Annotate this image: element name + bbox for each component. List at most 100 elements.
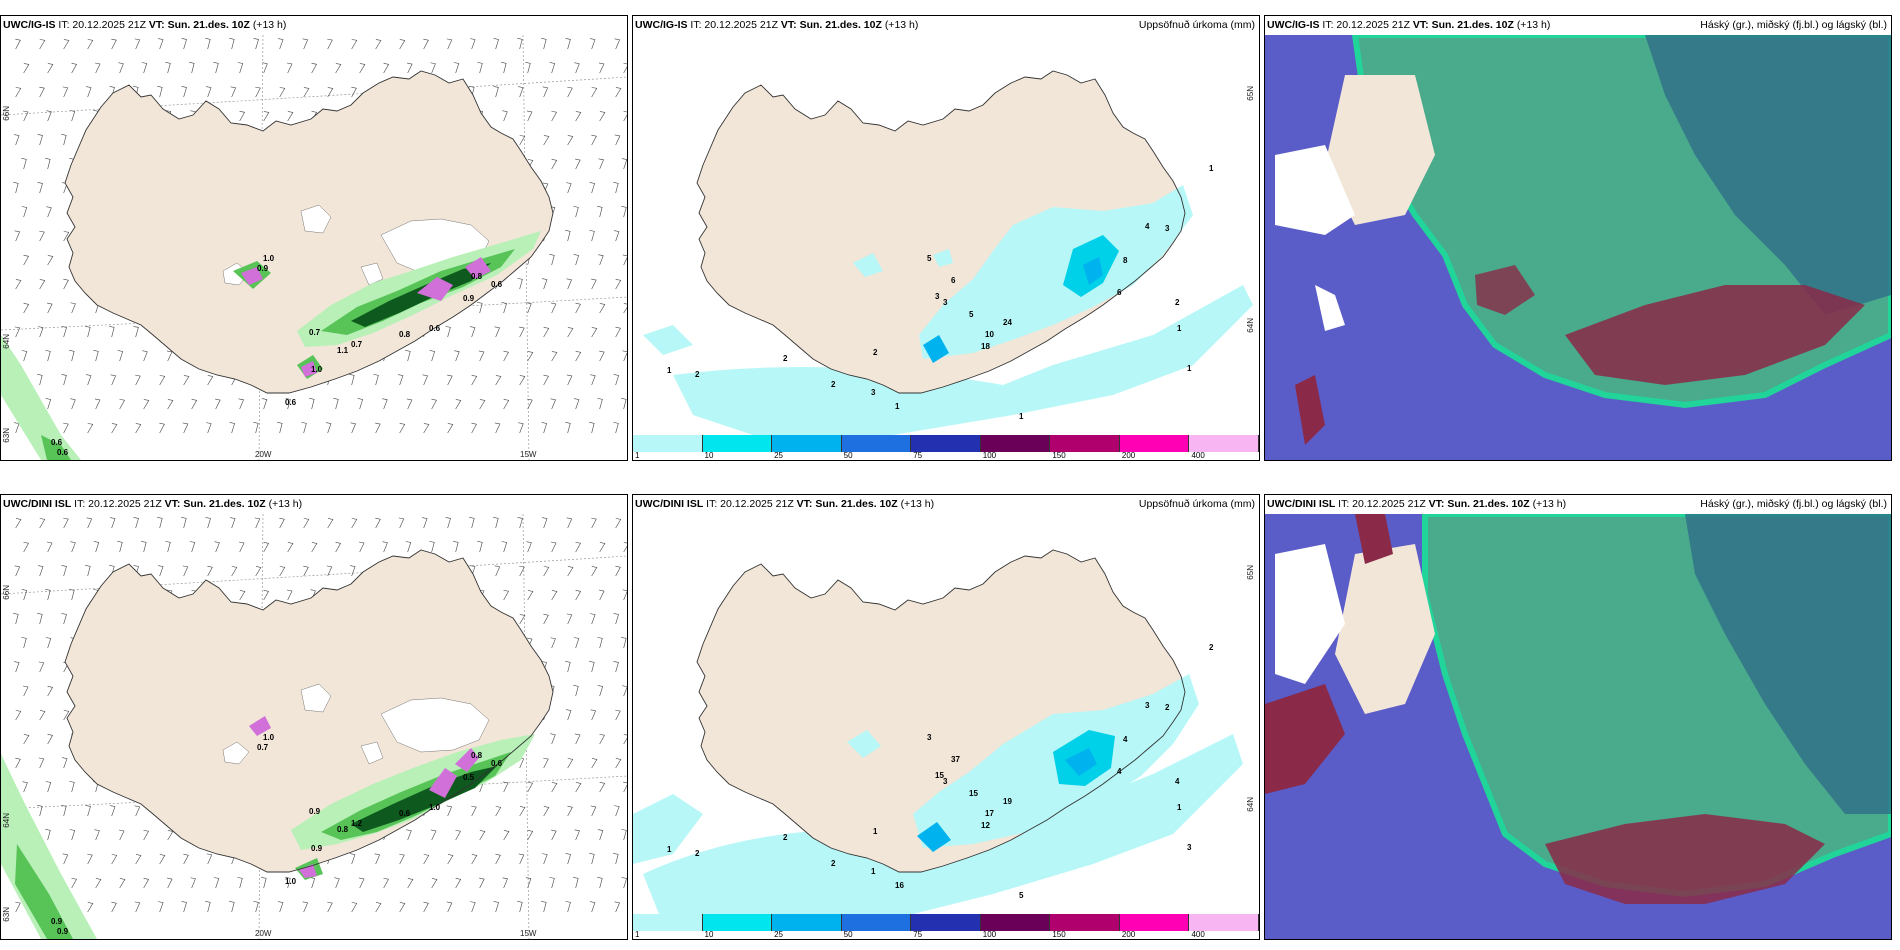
wind-barb [397,374,404,386]
wind-barb [623,111,627,122]
wind-barb [543,806,550,817]
wind-barb [70,541,76,553]
wind-barb [399,39,406,50]
wind-barb [574,733,581,745]
wind-barb [38,326,44,338]
wind-barb [87,423,94,434]
issue-time: IT: 20.12.2025 21Z [1322,19,1410,31]
wind-barb [471,805,477,817]
wind-barb [589,661,595,673]
wind-barb [118,829,125,841]
wind-barb [501,541,508,553]
wind-barb [63,39,70,50]
wind-barb [543,327,550,338]
wind-barb [23,734,30,745]
precip-map-panel-dini: UWC/DINI ISL IT: 20.12.2025 21Z VT: Sun.… [632,494,1260,940]
map-value-label: 0.6 [57,448,69,457]
wind-barb [597,829,604,841]
value-labels: 1 2 2 3 2 2 1 1 5 6 3 18 24 10 5 3 6 8 4 3 1 2 1 1 [667,164,1214,421]
wind-barb [621,637,627,649]
map-value-label: 3 [1165,224,1170,233]
wind-barb [215,398,221,410]
map-value-label: 0.7 [309,328,321,337]
wind-barb [375,39,382,50]
wind-barb [479,399,486,410]
wind-barb [119,878,126,889]
colorbar-label: 150 [1052,930,1066,939]
wind-barb [566,374,573,386]
wind-barb [143,878,150,889]
wind-barb [207,375,214,386]
wind-barb [182,422,189,434]
lat-label-64n: 64N [1246,318,1255,333]
wind-barb [469,517,475,529]
wind-barb [213,877,220,889]
wind-barb [541,422,548,434]
map-value-label: 2 [873,348,878,357]
map-value-label: 10 [985,330,994,339]
wind-barb [23,254,30,266]
wind-barb [517,901,523,913]
wind-barb [349,853,356,865]
issue-time: IT: 20.12.2025 21Z [74,498,162,510]
wind-barb [471,422,477,434]
wind-barb [254,517,261,529]
wind-barb [495,806,502,817]
map-value-label: 6 [1117,288,1122,297]
wind-barb [383,877,389,889]
wind-barb [45,637,52,649]
wind-barb [63,278,69,290]
wind-barb [14,134,20,146]
colorbar-swatch [633,435,703,452]
wind-barb [470,38,476,50]
wind-barb [86,86,92,98]
wind-barb [471,375,478,386]
wind-barb [455,878,462,889]
wind-barb [565,901,571,913]
map-value-label: 0.6 [399,809,411,818]
wind-barb [431,878,438,889]
model-name: UWC/IG-IS [1267,19,1320,31]
wind-barb [166,350,173,362]
map-value-label: 15 [935,771,944,780]
wind-barb [95,878,102,889]
wind-barb [517,86,524,98]
wind-barb [45,829,51,841]
wind-barb [502,877,508,889]
wind-barb [615,565,621,577]
wind-barb [479,830,486,841]
wind-barb [453,62,460,74]
map-value-label: 0.6 [429,324,441,333]
wind-barb [373,374,379,386]
wind-barb [575,351,582,362]
map-value-label: 1.0 [263,733,275,742]
wind-barb [591,566,598,577]
wind-barb [567,566,574,577]
valid-time: Sun. 21.des. 10Z [167,19,250,31]
colorbar-label: 100 [982,930,997,939]
wind-barb [86,517,93,529]
wind-barb [591,517,597,529]
wind-barb [422,374,428,386]
wind-barb [46,541,53,553]
wind-barb [519,375,526,386]
wind-barb [37,182,43,194]
wind-barb [206,853,213,865]
wind-barb [565,661,571,673]
wind-barb [399,423,406,434]
wind-barb [157,517,163,529]
map-value-label: 8 [1123,256,1128,265]
wind-barb [382,398,388,410]
map-value-label: 2 [783,833,788,842]
wind-barb [519,326,525,338]
colorbar-swatch [1050,435,1120,452]
wind-barb [239,541,245,553]
wind-barb [229,422,235,434]
wind-barb [239,110,246,122]
wind-barb [37,565,44,577]
wind-barb [302,901,309,913]
map-value-label: 0.7 [351,340,363,349]
wind-barb [590,613,596,625]
wind-barb [479,877,485,889]
